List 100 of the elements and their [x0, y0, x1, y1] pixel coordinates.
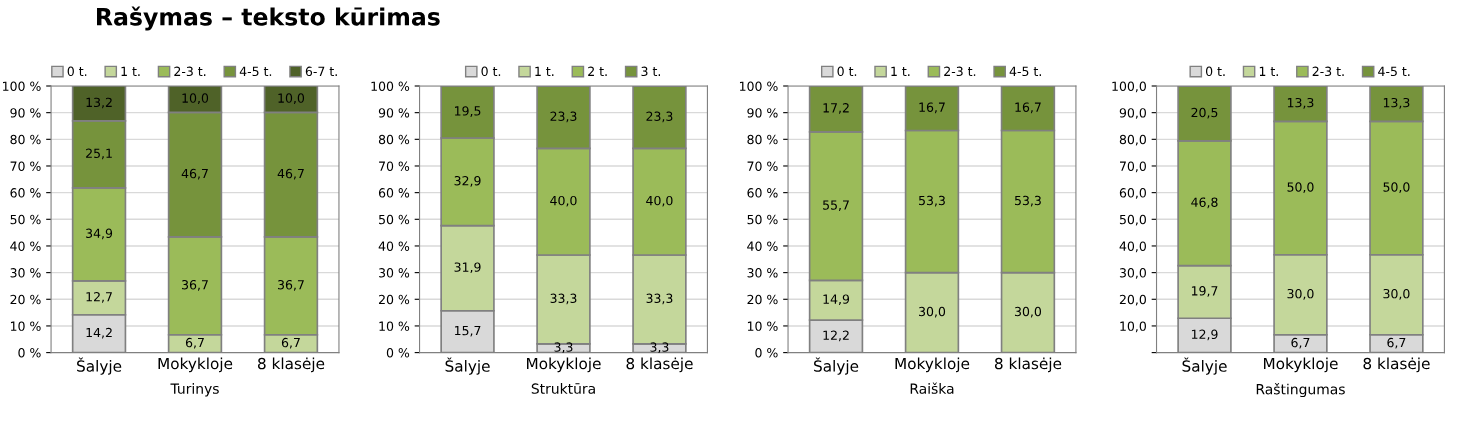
x-tick-label: Šalyje: [445, 357, 490, 375]
y-tick-label: 30,0: [1119, 268, 1146, 279]
data-label: 36,7: [278, 279, 304, 291]
y-tick-label: 90,0: [1119, 108, 1146, 119]
data-label: 14,2: [86, 327, 112, 339]
y-tick-label: 0 %: [755, 348, 778, 358]
data-label: 6,7: [185, 337, 204, 349]
y-tick-label: 10 %: [379, 321, 410, 331]
data-label: 33,3: [646, 293, 673, 305]
y-tick-label: 90 %: [10, 108, 41, 118]
y-tick-label: 40 %: [378, 241, 410, 251]
data-label: 23,3: [550, 111, 577, 123]
x-axis-title: Raiška: [910, 382, 954, 394]
data-label: 13,3: [1287, 97, 1314, 109]
y-tick-label: 20 %: [747, 294, 778, 305]
data-label: 15,7: [454, 326, 481, 337]
y-tick-label: 70 %: [747, 161, 778, 171]
y-tick-label: 70 %: [379, 161, 410, 171]
y-tick-label: 80 %: [10, 134, 41, 145]
data-label: 6,7: [281, 337, 300, 349]
data-label: 50,0: [1287, 182, 1314, 194]
y-tick-label: 30 %: [10, 268, 41, 278]
legend-label: 1 t.: [121, 66, 140, 76]
y-tick-label: 90 %: [378, 108, 410, 118]
legend-label: 4-5 t.: [1378, 66, 1410, 77]
x-tick-label: 8 klasėje: [994, 357, 1062, 373]
y-tick-label: 0 %: [18, 348, 41, 358]
y-tick-label: 20 %: [10, 294, 41, 305]
data-label: 14,9: [823, 294, 850, 306]
y-tick-label: 70,0: [1120, 161, 1146, 173]
legend-label: 0 t.: [1205, 66, 1225, 77]
y-tick-label: 90 %: [747, 108, 778, 118]
data-label: 32,9: [454, 176, 481, 187]
y-tick-label: 60 %: [747, 188, 778, 198]
data-label: 10,0: [182, 93, 209, 105]
data-label: 46,7: [277, 168, 304, 180]
y-tick-label: 20 %: [378, 294, 410, 305]
legend-label: 1 t.: [891, 66, 910, 76]
data-label: 6,7: [1291, 337, 1310, 349]
legend-label: 2 t.: [588, 66, 607, 76]
y-tick-label: 40 %: [10, 241, 41, 251]
x-axis-title: Struktūra: [531, 383, 595, 394]
x-tick-label: 8 klasėje: [1363, 357, 1430, 373]
legend-label: 0 t.: [837, 66, 857, 77]
y-tick-label: 80,0: [1119, 134, 1146, 146]
y-tick-label: 10,0: [1120, 321, 1146, 333]
legend-label: 3 t.: [641, 66, 660, 77]
data-label: 12,9: [1191, 329, 1218, 341]
x-axis-title: Raštingumas: [1256, 383, 1345, 398]
legend-label: 1 t.: [535, 66, 554, 76]
data-label: 25,1: [86, 148, 112, 160]
data-label: 33,3: [550, 293, 577, 305]
data-label: 12,7: [86, 291, 112, 303]
data-label: 23,3: [646, 111, 673, 123]
y-tick-label: 80 %: [378, 134, 410, 145]
data-label: 3,3: [554, 342, 573, 354]
x-tick-label: Šalyje: [814, 357, 859, 375]
y-tick-label: 60 %: [378, 188, 410, 198]
x-tick-label: 8 klasėje: [626, 357, 693, 373]
data-label: 55,7: [823, 200, 849, 212]
legend-label: 0 t.: [67, 66, 87, 77]
data-label: 30,0: [919, 306, 946, 318]
x-tick-label: 8 klasėje: [257, 357, 325, 373]
x-tick-label: Mokykloje: [527, 357, 601, 373]
data-label: 6,7: [1387, 337, 1406, 349]
legend-label: 1 t.: [1259, 66, 1278, 76]
x-tick-label: Šalyje: [1182, 357, 1227, 375]
data-label: 30,0: [1287, 288, 1314, 300]
y-tick-label: 50 %: [747, 214, 778, 225]
data-label: 16,7: [919, 102, 945, 114]
y-tick-label: 60 %: [10, 188, 41, 198]
y-tick-label: 30 %: [379, 268, 410, 278]
y-tick-label: 100 %: [739, 81, 778, 91]
data-label: 16,7: [1015, 102, 1041, 114]
data-label: 40,0: [550, 195, 577, 207]
x-tick-label: Šalyje: [77, 357, 122, 375]
data-label: 19,7: [1191, 286, 1218, 297]
y-tick-label: 20,0: [1119, 294, 1146, 306]
y-tick-label: 100 %: [371, 81, 410, 91]
x-tick-label: Mokykloje: [1263, 357, 1338, 373]
data-label: 13,2: [86, 97, 112, 109]
y-tick-label: 40,0: [1119, 241, 1146, 253]
x-tick-label: Mokykloje: [158, 357, 233, 373]
data-label: 30,0: [1383, 288, 1410, 300]
chart-title: Rašymas – teksto kūrimas: [97, 6, 440, 31]
data-label: 19,5: [454, 106, 481, 117]
data-label: 40,0: [646, 195, 673, 207]
legend-label: 0 t.: [481, 66, 501, 77]
data-label: 13,3: [1383, 97, 1410, 109]
data-label: 50,0: [1383, 182, 1410, 194]
y-tick-label: 80 %: [747, 134, 778, 145]
y-tick-label: 50 %: [379, 214, 410, 225]
data-label: 34,9: [86, 228, 113, 240]
x-tick-label: Mokykloje: [895, 357, 970, 373]
data-label: 46,8: [1191, 197, 1218, 209]
legend-label: 2-3 t.: [1312, 66, 1344, 77]
y-tick-label: 0 %: [386, 348, 410, 358]
y-tick-label: 30 %: [747, 268, 778, 278]
y-tick-label: 100 %: [3, 81, 41, 91]
data-label: 30,0: [1014, 306, 1042, 318]
